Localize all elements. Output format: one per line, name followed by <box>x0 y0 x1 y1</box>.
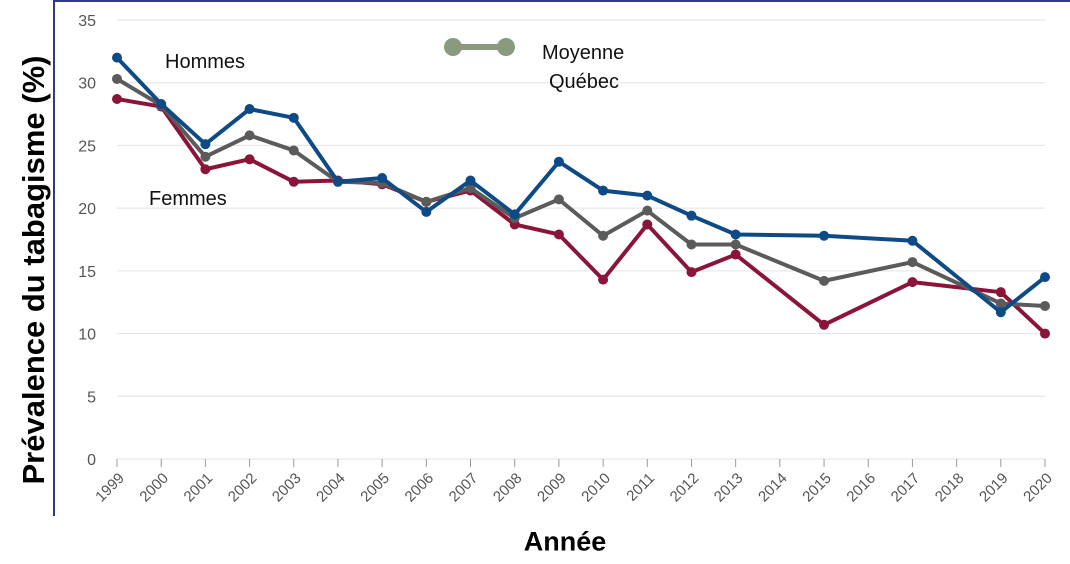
point-hommes-2011 <box>642 190 653 201</box>
point-moyenne-qu-bec-2017 <box>907 257 918 268</box>
point-moyenne-qu-bec-2012 <box>686 239 697 250</box>
point-hommes-2019 <box>995 307 1006 318</box>
x-tick-2012: 2012 <box>667 470 703 506</box>
point-femmes-2009 <box>553 229 564 240</box>
x-tick-2009: 2009 <box>534 470 570 506</box>
x-tick-2013: 2013 <box>711 470 747 506</box>
x-tick-2011: 2011 <box>623 470 658 505</box>
point-moyenne-qu-bec-2007 <box>465 183 476 194</box>
x-tick-2016: 2016 <box>843 470 879 506</box>
point-femmes-2017 <box>907 277 918 288</box>
x-tick-2003: 2003 <box>269 470 305 506</box>
point-femmes-2010 <box>598 274 609 285</box>
point-femmes-2012 <box>686 267 697 278</box>
point-hommes-2001 <box>200 139 211 150</box>
point-hommes-2007 <box>465 175 476 186</box>
point-hommes-2000 <box>156 99 167 110</box>
point-hommes-1999 <box>112 52 122 63</box>
annotation-hommes: Hommes <box>165 51 245 73</box>
series-hommes <box>112 52 1050 318</box>
legend-dot-left <box>444 38 462 56</box>
point-hommes-2005 <box>377 173 388 184</box>
left-border-rule <box>53 0 55 516</box>
grid-lines <box>116 19 1046 467</box>
point-moyenne-qu-bec-2020 <box>1040 300 1050 311</box>
x-tick-2019: 2019 <box>976 470 1012 506</box>
point-moyenne-qu-bec-2019 <box>995 298 1006 309</box>
point-moyenne-qu-bec-2010 <box>598 230 609 241</box>
x-tick-2005: 2005 <box>357 470 393 506</box>
top-border-rule <box>55 0 1070 2</box>
point-moyenne-qu-bec-2011 <box>642 205 653 216</box>
x-tick-2017: 2017 <box>888 470 924 506</box>
point-femmes-2011 <box>642 219 653 230</box>
point-hommes-2003 <box>288 112 299 123</box>
point-femmes-2020 <box>1040 328 1050 339</box>
x-tick-2002: 2002 <box>225 470 261 506</box>
x-tick-labels: 1999 2000 2001 2002 2003 2004 2005 2006 2007 2008… <box>92 470 1056 506</box>
y-tick-labels: 0 5 10 15 20 25 30 35 <box>78 13 96 469</box>
x-tick-2014: 2014 <box>755 470 791 506</box>
series-line-moyenne-qu-bec <box>115 77 1046 308</box>
point-hommes-2002 <box>244 104 255 115</box>
point-hommes-2015 <box>819 230 830 241</box>
x-tick-2008: 2008 <box>490 470 526 506</box>
point-femmes-2013 <box>730 249 741 260</box>
x-tick-2018: 2018 <box>932 470 968 506</box>
annotation-moyenne-line2: Québec <box>549 71 619 93</box>
y-tick-5: 5 <box>87 389 96 406</box>
annotation-moyenne-line1: Moyenne <box>542 42 624 64</box>
x-tick-1999: 1999 <box>92 470 128 506</box>
legend-dot-right <box>497 38 515 56</box>
legend <box>444 38 515 56</box>
annotation-femmes: Femmes <box>149 188 227 210</box>
point-hommes-2004 <box>332 176 343 187</box>
x-tick-2006: 2006 <box>402 470 438 506</box>
point-femmes-1999 <box>112 94 122 105</box>
y-axis-label: Prévalence du tabagisme (%) <box>16 55 51 485</box>
x-tick-2007: 2007 <box>446 470 482 506</box>
x-tick-2010: 2010 <box>578 470 614 506</box>
x-tick-2004: 2004 <box>313 470 349 506</box>
y-tick-35: 35 <box>78 13 96 30</box>
point-moyenne-qu-bec-1999 <box>112 73 122 84</box>
point-hommes-2013 <box>730 229 741 240</box>
point-hommes-2006 <box>421 206 432 217</box>
y-tick-0: 0 <box>87 452 96 469</box>
point-femmes-2015 <box>819 319 830 330</box>
series-line-hommes <box>115 56 1047 315</box>
point-moyenne-qu-bec-2015 <box>819 275 830 286</box>
x-tick-2001: 2001 <box>181 470 217 506</box>
y-tick-10: 10 <box>78 327 96 344</box>
y-tick-15: 15 <box>78 264 96 281</box>
point-moyenne-qu-bec-2006 <box>421 196 432 207</box>
y-tick-30: 30 <box>78 76 96 93</box>
point-femmes-2001 <box>200 164 211 175</box>
point-moyenne-qu-bec-2002 <box>244 130 255 141</box>
point-hommes-2020 <box>1040 272 1050 283</box>
point-femmes-2019 <box>995 287 1006 298</box>
point-hommes-2017 <box>907 235 918 246</box>
point-hommes-2008 <box>509 209 520 220</box>
point-hommes-2012 <box>686 210 697 221</box>
point-femmes-2003 <box>288 176 299 187</box>
x-axis-label: Année <box>523 526 607 557</box>
point-hommes-2010 <box>598 185 609 196</box>
series-lines <box>112 52 1050 339</box>
x-tick-2020: 2020 <box>1020 470 1056 506</box>
y-tick-20: 20 <box>78 201 96 218</box>
x-tick-2015: 2015 <box>799 470 835 506</box>
point-moyenne-qu-bec-2003 <box>288 145 299 156</box>
point-moyenne-qu-bec-2013 <box>730 239 741 250</box>
x-tick-2000: 2000 <box>136 470 172 506</box>
y-tick-25: 25 <box>78 138 96 155</box>
point-moyenne-qu-bec-2009 <box>553 194 564 205</box>
point-femmes-2002 <box>244 154 255 165</box>
point-hommes-2009 <box>553 156 564 167</box>
point-moyenne-qu-bec-2001 <box>200 151 211 162</box>
